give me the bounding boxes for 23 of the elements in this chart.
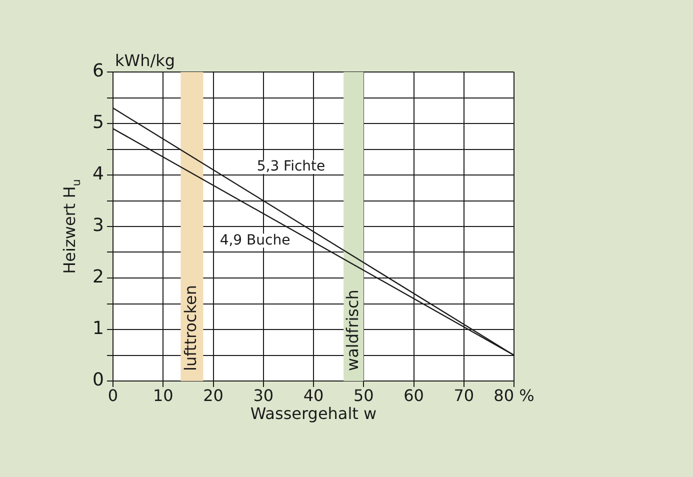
text: kWh/kg [115,51,176,70]
y-tick-label: 2 [92,266,104,288]
y-tick-label: 4 [92,164,104,185]
y-tick-label: 0 [92,370,104,391]
x-tick-label: 80 % [494,386,534,405]
band-label: lufttrocken [181,285,200,371]
x-tick-label: 40 [303,386,324,405]
band-label: waldfrisch [342,290,362,371]
series-label: 4,9 Buche [220,232,290,248]
y-tick-label: 3 [92,215,104,236]
x-tick-label: 70 [454,386,474,405]
y-tick-label: 1 [92,318,104,340]
x-tick-label: 60 [404,386,424,405]
x-tick-label: 50 [353,386,374,405]
y-tick-label: 6 [92,60,104,82]
x-axis-title: Wassergehalt w [250,404,377,423]
y-tick-label: 5 [92,112,104,134]
x-tick-label: 10 [152,386,174,405]
x-tick-label: 20 [203,386,224,405]
x-tick-label: 30 [253,386,274,405]
x-tick-label: 0 [108,386,118,405]
series-label: 5,3 Fichte [256,158,326,175]
y-axis-title: Heizwert Hu [60,179,83,274]
